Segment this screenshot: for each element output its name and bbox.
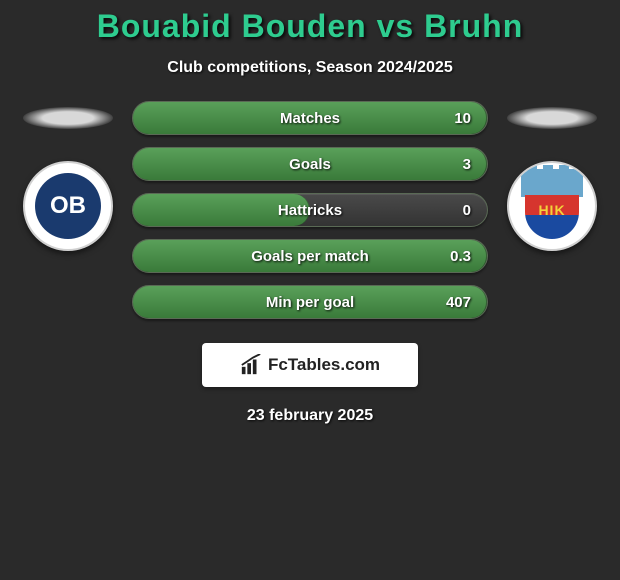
stat-row-gpm: Goals per match 0.3 — [132, 239, 488, 273]
stat-row-goals: Goals 3 — [132, 147, 488, 181]
subtitle: Club competitions, Season 2024/2025 — [0, 59, 620, 77]
stat-value: 407 — [446, 294, 471, 311]
player-shadow — [507, 107, 597, 129]
stat-value: 0 — [463, 202, 471, 219]
stat-value: 0.3 — [450, 248, 471, 265]
stats-list: Matches 10 Goals 3 Hattricks 0 Goals per… — [128, 101, 492, 331]
stat-row-mpg: Min per goal 407 — [132, 285, 488, 319]
left-player-column: OB — [8, 101, 128, 251]
left-team-crest: OB — [23, 161, 113, 251]
crest-decoration — [521, 169, 583, 197]
branding-link[interactable]: FcTables.com — [202, 343, 418, 387]
stat-value: 10 — [454, 110, 471, 127]
right-player-column: HIK — [492, 101, 612, 251]
branding-text: FcTables.com — [268, 355, 380, 375]
right-team-crest: HIK — [507, 161, 597, 251]
right-team-shield: HIK — [525, 195, 579, 239]
date-label: 23 february 2025 — [0, 407, 620, 425]
stat-value: 3 — [463, 156, 471, 173]
stat-row-hattricks: Hattricks 0 — [132, 193, 488, 227]
page-title: Bouabid Bouden vs Bruhn — [0, 8, 620, 45]
player-shadow — [23, 107, 113, 129]
comparison-layout: OB Matches 10 Goals 3 Hattricks 0 Goa — [0, 101, 620, 331]
chart-icon — [240, 354, 262, 376]
left-team-abbrev: OB — [35, 173, 101, 239]
stat-label: Min per goal — [266, 294, 354, 311]
comparison-card: Bouabid Bouden vs Bruhn Club competition… — [0, 0, 620, 425]
stat-label: Goals — [289, 156, 331, 173]
right-team-abbrev: HIK — [538, 202, 565, 218]
stat-label: Goals per match — [251, 248, 369, 265]
stat-row-matches: Matches 10 — [132, 101, 488, 135]
stat-label: Hattricks — [278, 202, 342, 219]
stat-label: Matches — [280, 110, 340, 127]
